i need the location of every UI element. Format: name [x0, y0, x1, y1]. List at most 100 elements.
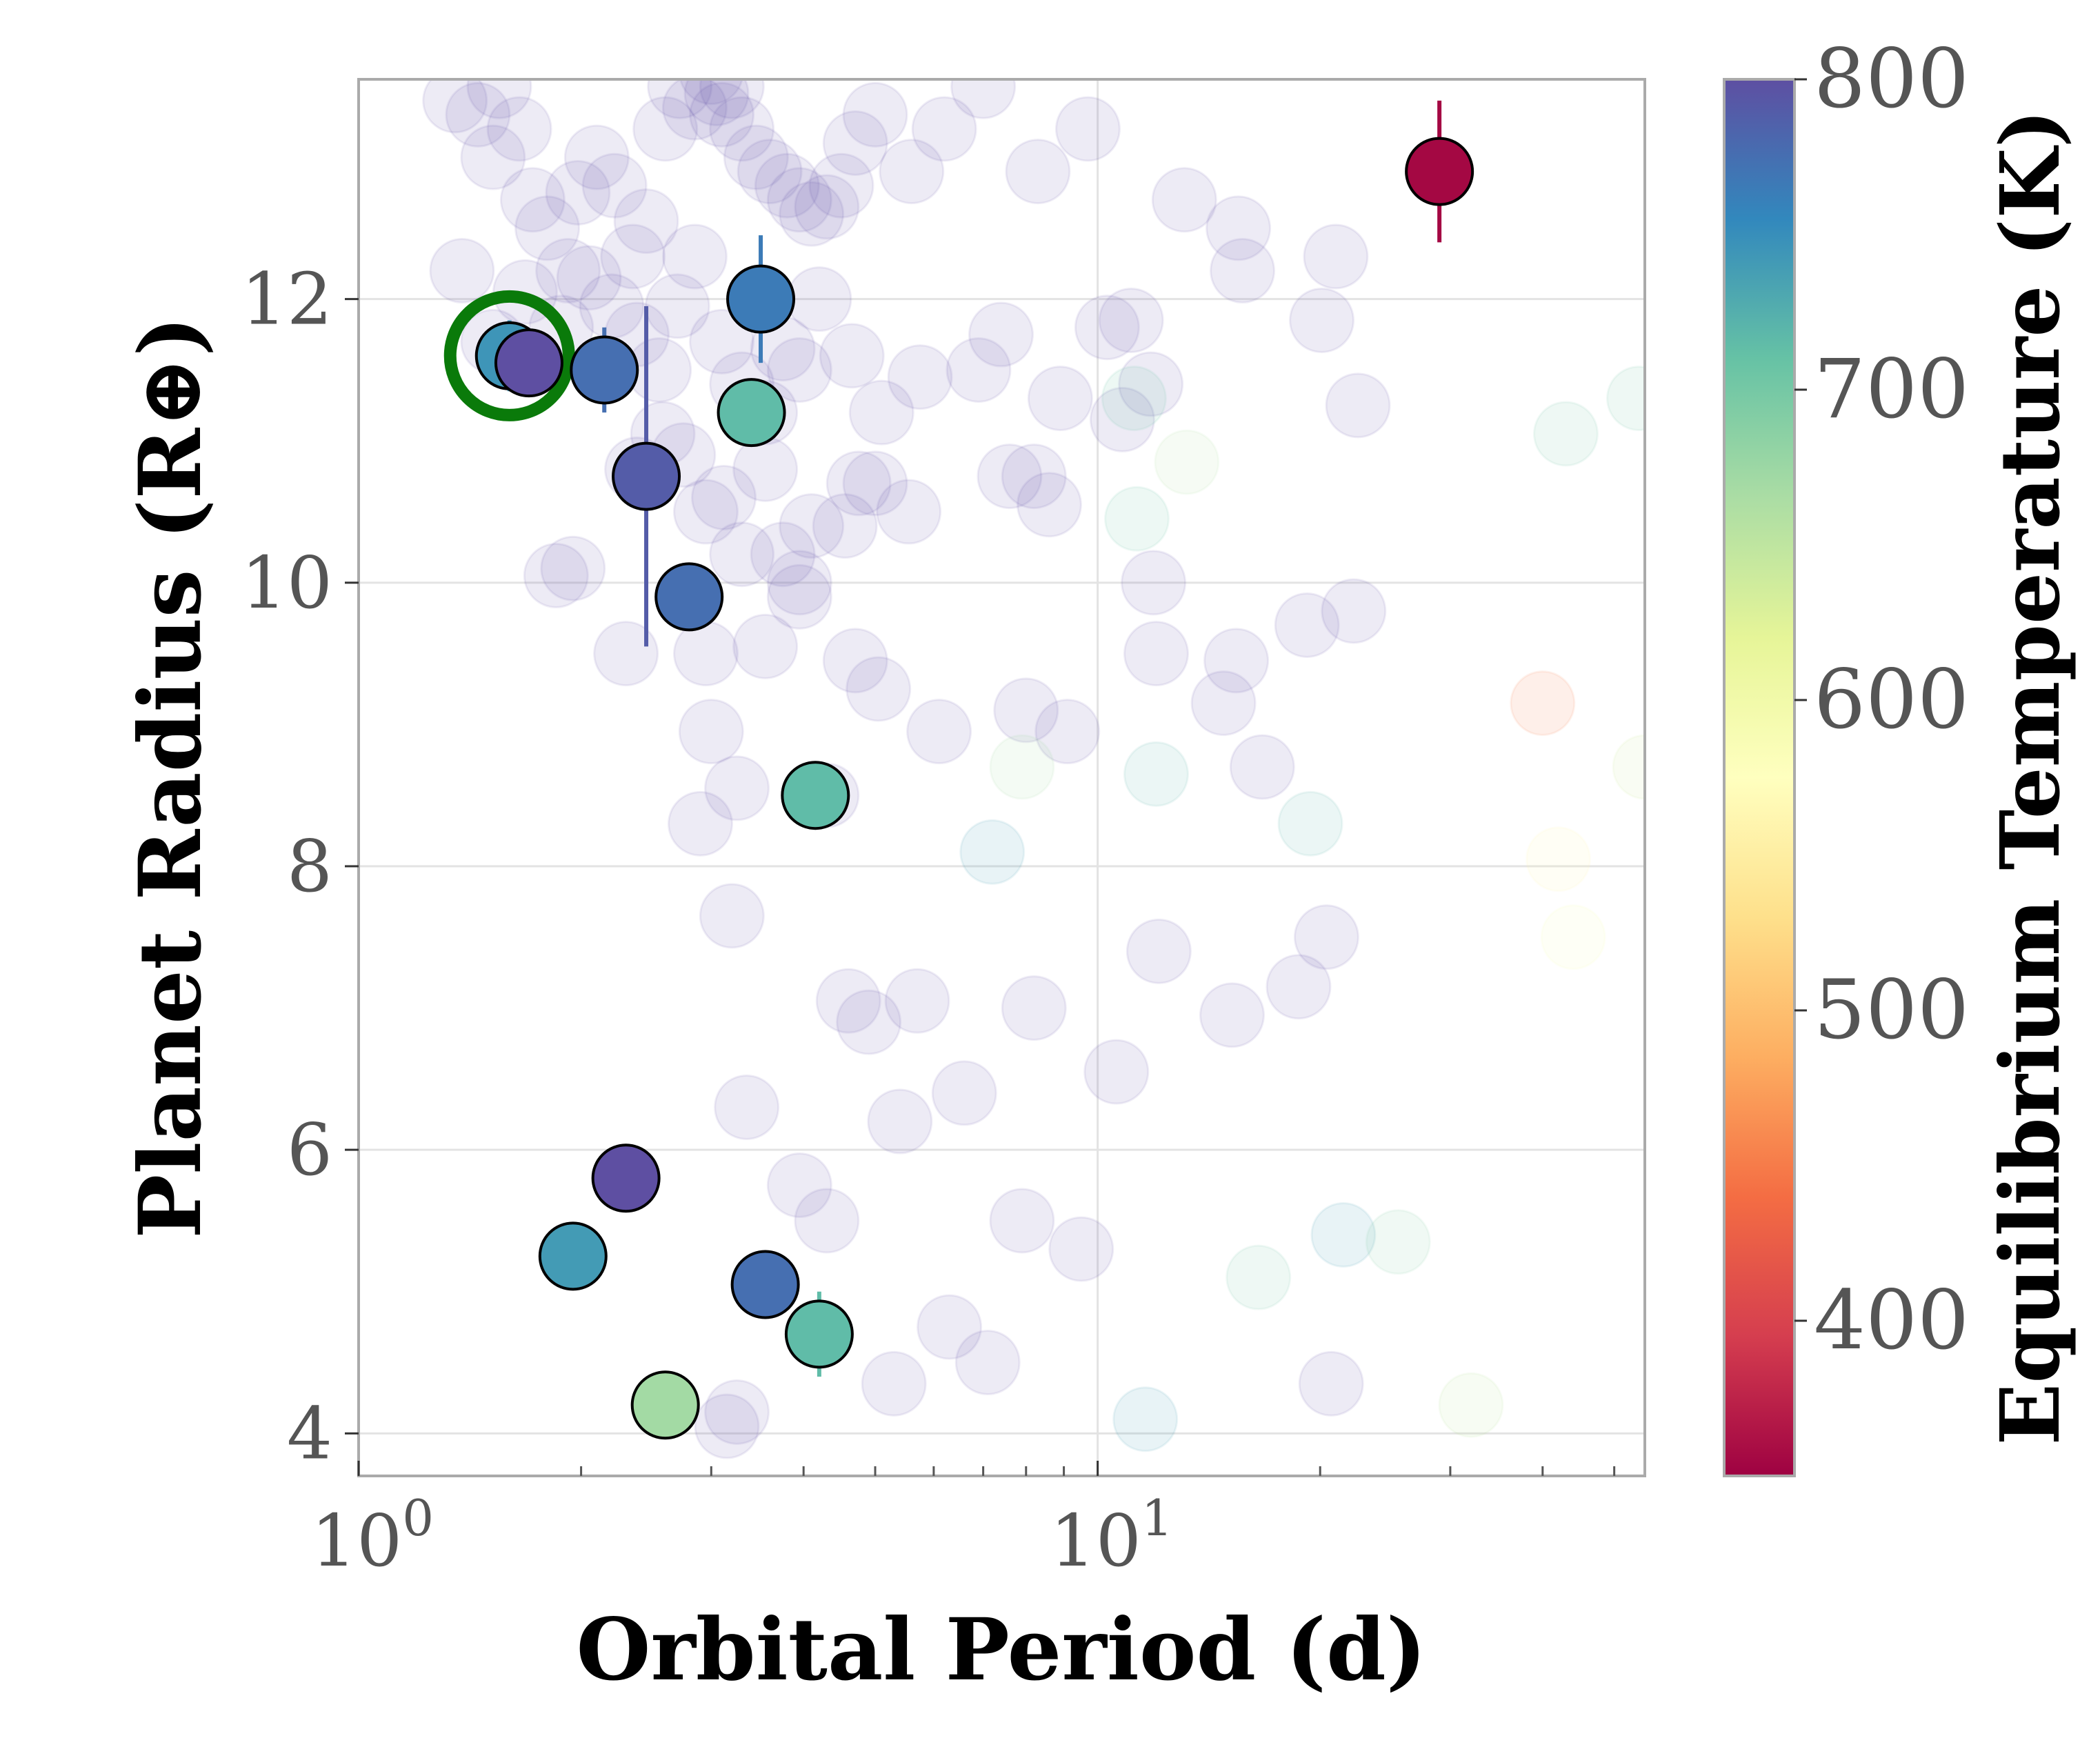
- background-point: [1510, 670, 1576, 737]
- background-point: [754, 152, 820, 219]
- background-point: [1154, 429, 1220, 495]
- background-point: [931, 1060, 997, 1126]
- y-tick-label: 4: [287, 1391, 332, 1475]
- colorbar-tick-label: 500: [1814, 962, 1969, 1057]
- background-point: [822, 110, 888, 177]
- background-point: [661, 223, 728, 290]
- background-point: [689, 81, 755, 148]
- background-point: [714, 1074, 780, 1140]
- background-point: [1005, 139, 1071, 205]
- data-point: [784, 1299, 854, 1369]
- background-point: [535, 238, 601, 304]
- y-tick-label: 12: [241, 257, 332, 341]
- background-point: [794, 174, 860, 240]
- background-point: [819, 323, 885, 389]
- background-point: [766, 337, 832, 403]
- data-point: [654, 562, 724, 632]
- plot-frame: [357, 78, 1646, 1477]
- background-point: [556, 245, 622, 311]
- background-point: [1048, 1216, 1114, 1282]
- background-point: [989, 734, 1055, 800]
- background-point: [836, 989, 902, 1055]
- colorbar-tick-label: 600: [1814, 652, 1969, 747]
- background-point: [1123, 621, 1189, 687]
- background-point: [876, 479, 942, 545]
- background-point: [1606, 366, 1645, 432]
- data-point: [726, 264, 796, 334]
- data-point: [570, 335, 639, 405]
- background-point: [1101, 366, 1167, 432]
- background-point: [1123, 741, 1189, 807]
- colorbar-tick-label: 700: [1814, 341, 1969, 437]
- y-axis-title: Planet Radius (R⊕): [121, 316, 221, 1239]
- colorbar-tick-label: 800: [1814, 31, 1969, 126]
- colorbar: [1723, 78, 1796, 1477]
- background-point: [691, 464, 757, 530]
- background-point: [1325, 372, 1391, 439]
- data-point: [494, 328, 563, 398]
- background-points: [422, 79, 1645, 1459]
- background-point: [709, 521, 775, 588]
- background-point: [884, 968, 950, 1034]
- colorbar-ticks: 400 500 600 700 800: [1794, 31, 1969, 1368]
- background-point: [808, 152, 874, 219]
- background-point: [822, 628, 888, 694]
- data-point: [781, 761, 850, 830]
- background-point: [486, 96, 552, 162]
- background-point: [779, 181, 845, 247]
- background-point: [846, 656, 912, 722]
- background-point: [1034, 699, 1101, 765]
- background-point: [848, 379, 914, 446]
- background-point: [737, 139, 803, 205]
- background-point: [989, 1188, 1055, 1254]
- background-point: [1121, 550, 1187, 616]
- background-point: [1532, 401, 1599, 467]
- x-tick-label: 100: [311, 1489, 434, 1583]
- y-tick-label: 6: [287, 1108, 332, 1192]
- background-point: [786, 266, 852, 332]
- colorbar-tick-label: 400: [1814, 1272, 1969, 1368]
- background-point: [794, 1188, 860, 1254]
- background-point: [1027, 366, 1093, 432]
- background-point: [1303, 223, 1369, 290]
- background-point: [911, 96, 977, 162]
- background-point: [732, 436, 799, 502]
- background-point: [766, 167, 832, 233]
- background-point: [1089, 386, 1155, 452]
- background-point: [1206, 195, 1272, 261]
- background-point: [1226, 1244, 1292, 1310]
- background-point: [679, 79, 743, 106]
- background-point: [954, 1330, 1021, 1396]
- background-point: [1199, 982, 1265, 1048]
- background-point: [422, 79, 488, 134]
- background-point: [766, 550, 832, 616]
- background-point: [946, 337, 1012, 403]
- background-point: [867, 1088, 933, 1155]
- background-point: [1229, 734, 1295, 800]
- background-point: [683, 79, 750, 127]
- background-point: [1126, 918, 1192, 984]
- background-point: [1001, 975, 1067, 1041]
- background-point: [1277, 790, 1343, 857]
- background-point: [1540, 904, 1606, 970]
- background-point: [704, 755, 770, 821]
- background-point: [1016, 472, 1082, 538]
- background-point: [545, 159, 611, 226]
- background-point: [499, 167, 566, 233]
- background-point: [672, 479, 739, 545]
- background-point: [917, 1294, 983, 1360]
- background-point: [1054, 96, 1121, 162]
- background-point: [1525, 826, 1591, 892]
- background-point: [647, 79, 713, 119]
- data-point: [591, 1143, 661, 1213]
- highlight-ring: [443, 290, 575, 421]
- background-point: [678, 699, 744, 765]
- background-point: [861, 1350, 927, 1417]
- background-point: [826, 450, 892, 517]
- background-point: [1438, 1372, 1504, 1438]
- background-point: [959, 819, 1026, 885]
- background-point: [977, 443, 1043, 510]
- background-point: [1310, 1202, 1377, 1268]
- background-point: [1203, 628, 1270, 694]
